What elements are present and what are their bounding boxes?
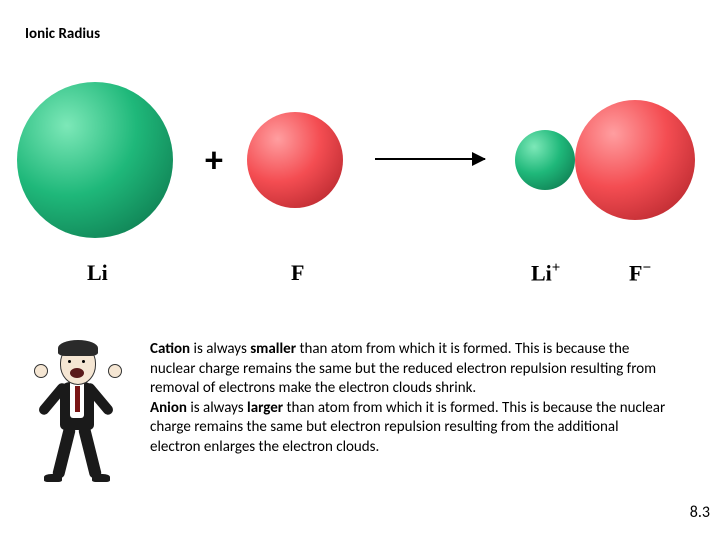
page-title: Ionic Radius [25,25,100,43]
f-anion-label: F− [629,260,651,286]
cartoon-person-icon [20,340,130,500]
reaction-diagram: + Li F Li+ F− [15,80,705,280]
arrow-icon [375,158,485,160]
li-atom-sphere [17,82,173,238]
li-cation-sphere [515,130,575,190]
li-label: Li [87,260,108,286]
f-anion-sphere [575,100,695,220]
explanation-text: Cation is always smaller than atom from … [150,340,670,457]
plus-icon: + [205,138,223,182]
f-label: F [291,260,304,286]
f-atom-sphere [247,112,343,208]
smaller-term: smaller [250,340,296,358]
anion-term: Anion [150,399,187,417]
larger-term: larger [247,399,283,417]
page-number: 8.3 [690,503,710,522]
cation-term: Cation [150,340,190,358]
li-cation-label: Li+ [531,260,560,286]
